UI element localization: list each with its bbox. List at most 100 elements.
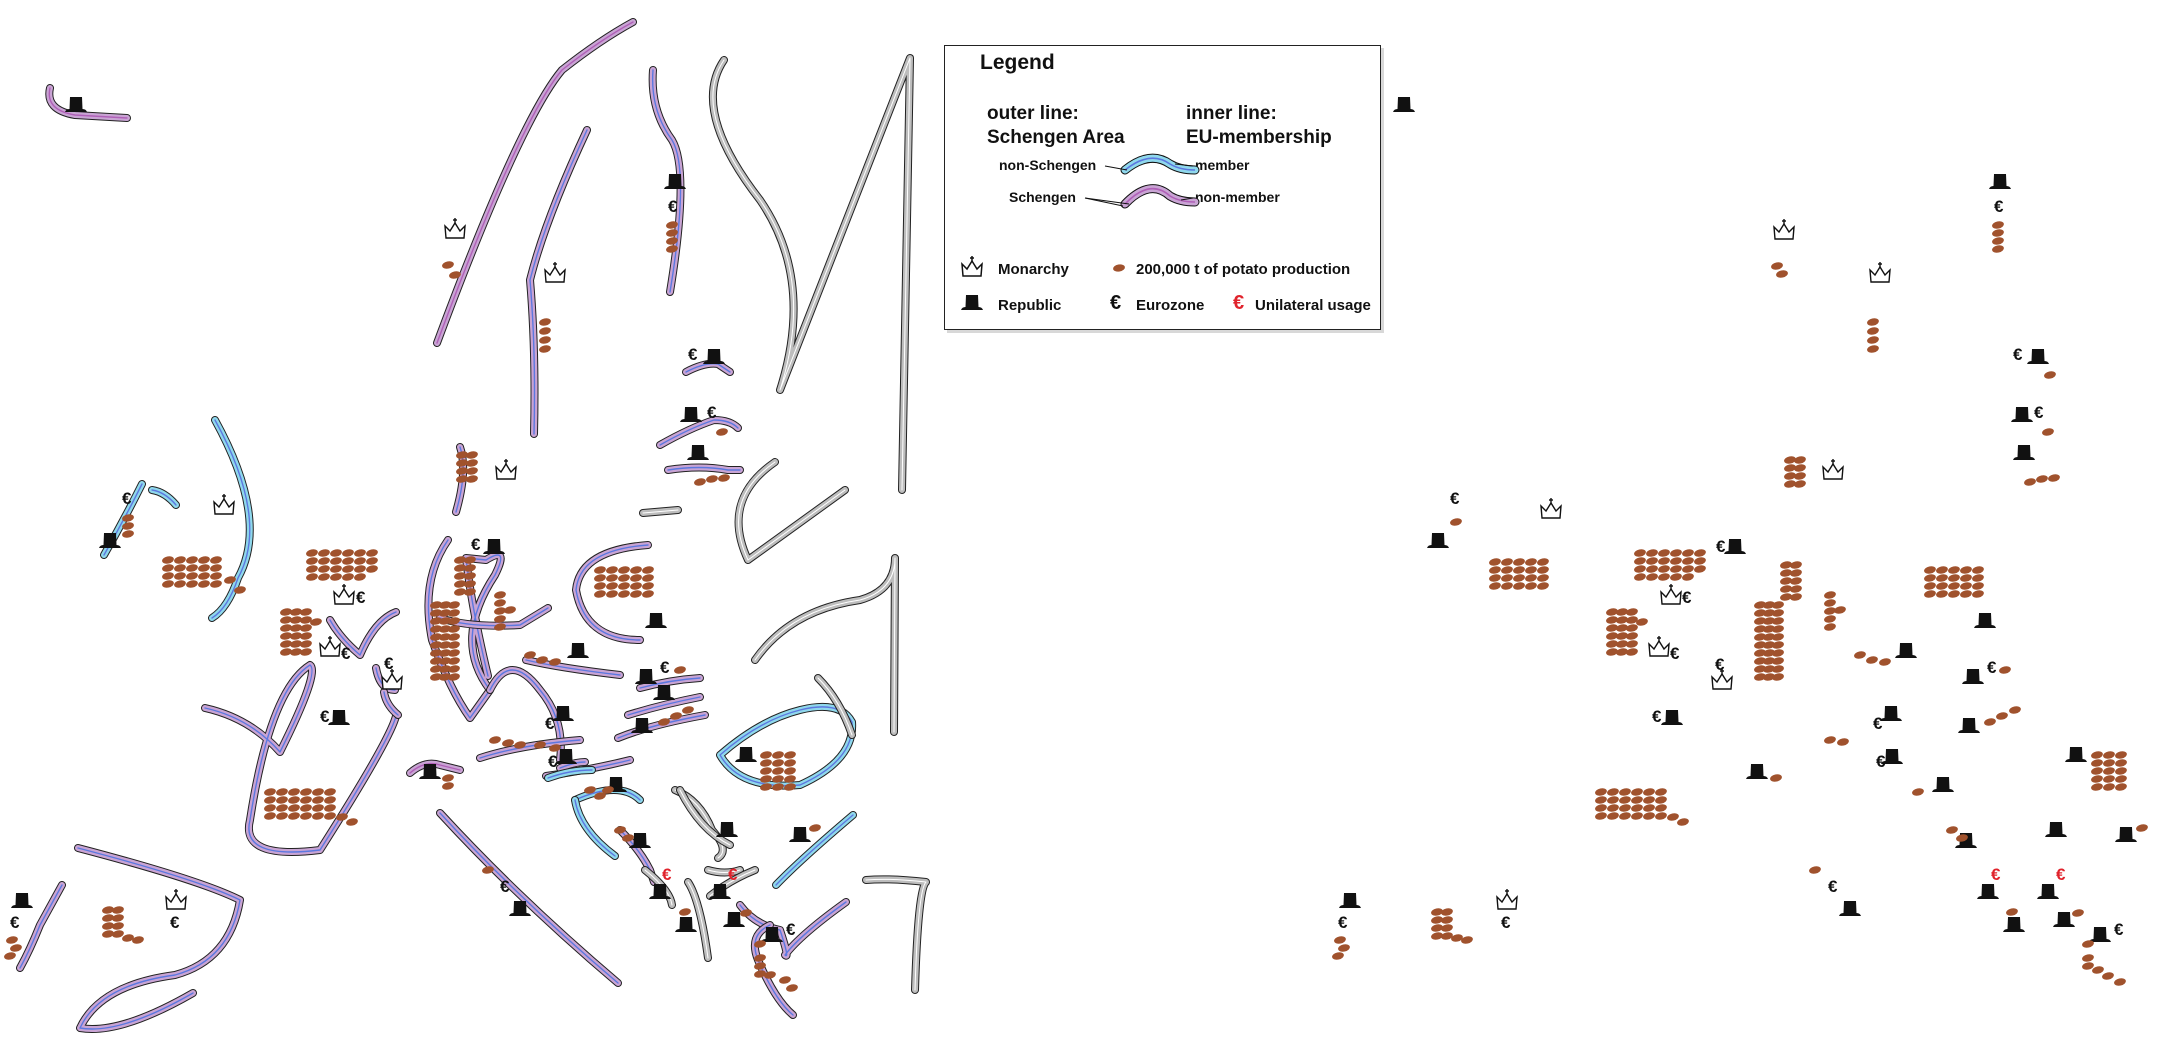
unilateral-euro-icon: € <box>2056 865 2066 884</box>
potato-icon <box>464 556 476 564</box>
border-line <box>624 693 704 719</box>
potato-icon <box>614 826 626 834</box>
potato-icon <box>1595 788 1607 796</box>
potato-icon <box>1646 565 1658 573</box>
potato-icon <box>760 767 772 775</box>
potato-icon <box>1489 574 1501 582</box>
potato-icon <box>1824 615 1836 623</box>
potato-icon <box>464 572 476 580</box>
potato-icon <box>102 922 114 930</box>
republic-top-hat-icon <box>1339 893 1361 908</box>
border-line <box>639 506 682 517</box>
potato-icon <box>1763 625 1775 633</box>
potato-icon <box>1670 565 1682 573</box>
potato-icon <box>186 556 198 564</box>
potato-icon <box>290 616 302 624</box>
potato-icon <box>1790 593 1802 601</box>
potato-icon <box>1501 574 1513 582</box>
potato-icon <box>1972 566 1984 574</box>
potato-icon <box>122 530 134 538</box>
potato-icon <box>354 557 366 565</box>
potato-icon <box>1631 804 1643 812</box>
monarchy-crown-icon <box>1648 636 1670 657</box>
eurozone-euro-icon: € <box>2034 403 2044 422</box>
potato-icon <box>112 914 124 922</box>
potato-icon <box>2115 783 2127 791</box>
potato-icon <box>1754 641 1766 649</box>
republic-top-hat-icon <box>1895 643 1917 658</box>
potato-icon <box>430 673 442 681</box>
potato-icon <box>1924 566 1936 574</box>
potato-icon <box>1854 651 1866 659</box>
potato-icon <box>1658 573 1670 581</box>
potato-icon <box>1790 569 1802 577</box>
potato-icon <box>102 914 114 922</box>
eurozone-euro-icon: € <box>384 654 394 673</box>
potato-icon <box>666 229 678 237</box>
monarchy-crown-icon <box>1496 889 1518 910</box>
potato-icon <box>539 336 551 344</box>
eurozone-euro-icon: € <box>1682 588 1692 607</box>
potato-icon <box>102 930 114 938</box>
legend-monarchy-label: Monarchy <box>998 261 1069 278</box>
potato-icon <box>210 564 222 572</box>
potato-icon <box>1809 866 1821 874</box>
potato-icon <box>439 601 451 609</box>
potato-icon <box>1537 566 1549 574</box>
legend-republic-label: Republic <box>998 297 1062 314</box>
potato-icon <box>1670 557 1682 565</box>
potato-icon <box>122 514 134 522</box>
potato-icon <box>439 673 451 681</box>
potato-icon <box>288 812 300 820</box>
potato-icon <box>1634 549 1646 557</box>
potato-icon <box>1619 804 1631 812</box>
eurozone-euro-icon: € <box>10 913 20 932</box>
potato-icon <box>448 609 460 617</box>
potato-icon <box>456 467 468 475</box>
potato-icon <box>312 804 324 812</box>
potato-icon <box>330 549 342 557</box>
republic-top-hat-icon <box>1974 613 1996 628</box>
potato-icon <box>1461 936 1473 944</box>
republic-top-hat-icon <box>65 97 87 112</box>
potato-icon <box>2092 966 2104 974</box>
potato-icon <box>2103 775 2115 783</box>
potato-icon <box>1771 262 1783 270</box>
potato-icon <box>1763 617 1775 625</box>
potato-icon <box>1992 229 2004 237</box>
inner-line-subject: EU-membership <box>1186 127 1332 148</box>
republic-top-hat-icon <box>2013 445 2035 460</box>
potato-icon <box>1626 648 1638 656</box>
potato-icon <box>354 565 366 573</box>
legend-member-label: member <box>1195 157 1250 173</box>
potato-icon <box>1824 623 1836 631</box>
eurozone-euro-icon: € <box>122 489 132 508</box>
border-line <box>572 541 652 644</box>
eurozone-euro-icon: € <box>1670 644 1680 663</box>
potato-icon <box>276 796 288 804</box>
potato-icon <box>2082 940 2094 948</box>
potato-icon <box>1834 606 1846 614</box>
potato-icon <box>536 656 548 664</box>
potato-icon <box>1972 582 1984 590</box>
potato-icon <box>306 557 318 565</box>
legend-euro-icon: € <box>1110 292 1122 314</box>
potato-icon <box>784 759 796 767</box>
potato-icon <box>1525 566 1537 574</box>
potato-icon <box>454 556 466 564</box>
potato-icon <box>1936 590 1948 598</box>
potato-icon <box>1616 608 1628 616</box>
potato-icon <box>439 609 451 617</box>
potato-icon <box>162 564 174 572</box>
potato-icon <box>2103 751 2115 759</box>
potato-icon <box>1606 648 1618 656</box>
potato-icon <box>1619 796 1631 804</box>
potato-icon <box>1616 640 1628 648</box>
border-line <box>476 736 584 762</box>
potato-icon <box>606 582 618 590</box>
potato-icon <box>1984 718 1996 726</box>
monarchy-crown-icon <box>1869 262 1891 283</box>
potato-icon <box>1537 558 1549 566</box>
republic-top-hat-icon <box>1880 706 1902 721</box>
potato-icon <box>1784 456 1796 464</box>
